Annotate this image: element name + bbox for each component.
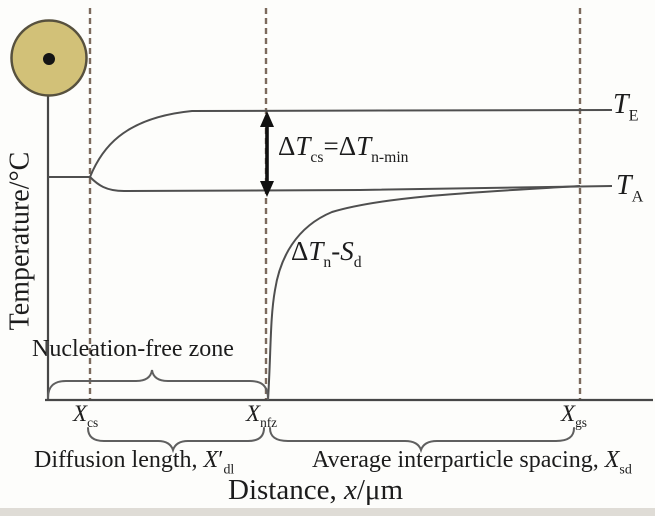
bottom-border-strip	[0, 508, 655, 516]
te-curve	[89, 109, 613, 178]
diffusion-length-brace	[87, 427, 265, 454]
particle-icon	[10, 19, 88, 97]
ta-line	[89, 176, 613, 193]
nucleation-free-zone-brace	[47, 369, 269, 400]
ta-label: TA	[616, 170, 644, 206]
tick-xnfz: Xnfz	[246, 401, 278, 430]
interparticle-spacing-brace	[269, 427, 575, 454]
delta-t-sd-label: ΔTn-Sd	[291, 236, 362, 272]
delta-t-equation-label: ΔTcs=ΔTn-min	[278, 131, 409, 167]
diffusion-length-label: Diffusion length, X′dl	[34, 447, 235, 478]
y-axis-label: Temperature/°C	[4, 151, 35, 331]
interparticle-spacing-label: Average interparticle spacing, Xsd	[312, 447, 632, 478]
nucleation-undercooling-curve	[267, 185, 581, 401]
x-axis-label: Distance, x/μm	[228, 474, 404, 506]
tick-xcs: Xcs	[73, 401, 99, 430]
nucleation-free-zone-label: Nucleation-free zone	[32, 336, 234, 362]
tick-xgs: Xgs	[561, 401, 587, 430]
te-label: TE	[613, 89, 639, 125]
delta-t-arrow	[260, 111, 274, 197]
